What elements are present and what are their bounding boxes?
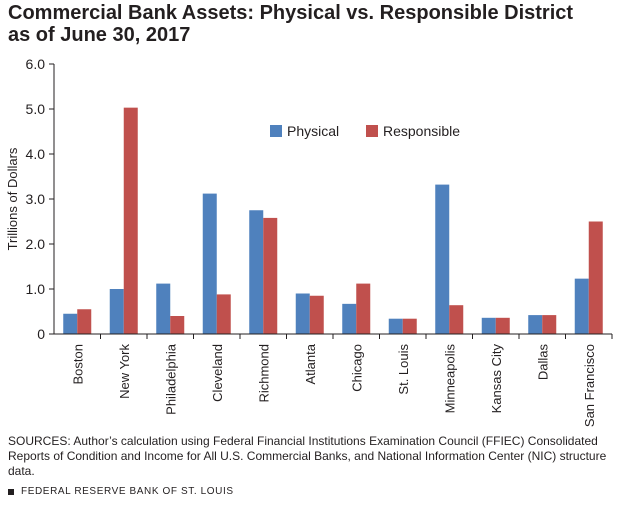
bar-physical xyxy=(481,317,496,334)
y-tick-label: 4.0 xyxy=(26,146,46,162)
x-tick-label: New York xyxy=(117,344,132,399)
x-tick-label: Philadelphia xyxy=(163,343,178,415)
bar-responsible xyxy=(77,309,92,334)
bar-physical xyxy=(342,303,357,334)
sources-note: SOURCES: Author’s calculation using Fede… xyxy=(8,434,607,478)
footer-text: FEDERAL RESERVE BANK OF ST. LOUIS xyxy=(21,486,234,497)
x-axis-labels: Boston New York Philadelphia Cleveland Richm… xyxy=(70,334,613,427)
bar-physical xyxy=(249,210,264,334)
x-tick-label: Kansas City xyxy=(489,344,504,414)
chart-title-line-2: as of June 30, 2017 xyxy=(8,24,191,46)
bar-responsible xyxy=(495,317,510,334)
bar-physical xyxy=(295,293,310,334)
bar-chart: 0 1.0 2.0 3.0 4.0 5.0 6.0 Boston New York Philad… xyxy=(5,56,613,427)
y-axis-ticks: 0 1.0 2.0 3.0 4.0 5.0 6.0 xyxy=(26,56,54,342)
x-tick-label: Dallas xyxy=(535,344,550,381)
x-tick-label: Cleveland xyxy=(210,344,225,402)
y-tick-label: 5.0 xyxy=(26,101,46,117)
x-tick-label: San Francisco xyxy=(582,344,597,427)
x-tick-label: Boston xyxy=(70,344,85,384)
bar-physical xyxy=(63,313,78,334)
bar-physical xyxy=(388,318,403,334)
bar-responsible xyxy=(588,221,603,334)
bar-responsible xyxy=(356,283,371,334)
legend-label: Responsible xyxy=(383,123,460,139)
bars-group xyxy=(63,107,603,335)
bar-responsible xyxy=(216,294,231,334)
bar-responsible xyxy=(170,316,185,334)
y-tick-label: 1.0 xyxy=(26,281,46,297)
y-tick-label: 3.0 xyxy=(26,191,46,207)
bar-physical xyxy=(574,278,589,334)
footer: FEDERAL RESERVE BANK OF ST. LOUIS xyxy=(8,486,234,497)
legend-swatch-physical xyxy=(270,125,282,137)
bar-physical xyxy=(435,184,450,334)
y-tick-label: 2.0 xyxy=(26,236,46,252)
x-tick-label: Chicago xyxy=(349,344,364,392)
x-tick-label: Richmond xyxy=(256,344,271,403)
x-tick-label: Atlanta xyxy=(303,343,318,384)
bar-physical xyxy=(109,289,124,334)
chart-title: Commercial Bank Assets: Physical vs. Res… xyxy=(8,2,608,46)
bar-responsible xyxy=(263,217,278,334)
bar-responsible xyxy=(449,305,464,334)
legend: Physical Responsible xyxy=(270,123,460,139)
x-tick-label: Minneapolis xyxy=(442,344,457,414)
y-tick-label: 0 xyxy=(37,326,45,342)
y-axis-label: Trillions of Dollars xyxy=(5,147,20,250)
bar-physical xyxy=(528,315,543,334)
x-tick-label: St. Louis xyxy=(396,344,411,395)
bar-physical xyxy=(202,193,217,334)
bar-responsible xyxy=(309,295,324,334)
chart-title-line-1: Commercial Bank Assets: Physical vs. Res… xyxy=(8,2,574,24)
bar-responsible xyxy=(402,318,417,334)
legend-label: Physical xyxy=(287,123,339,139)
footer-square-icon xyxy=(8,488,14,495)
legend-swatch-responsible xyxy=(366,125,378,137)
bar-responsible xyxy=(123,107,138,335)
y-tick-label: 6.0 xyxy=(26,56,46,72)
bar-physical xyxy=(156,283,171,334)
bar-responsible xyxy=(542,315,557,334)
